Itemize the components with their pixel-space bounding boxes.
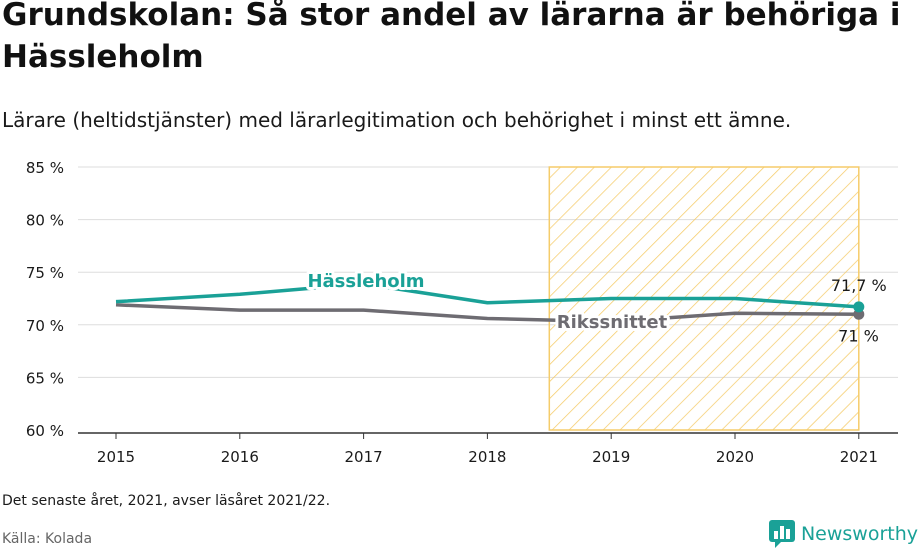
x-tick-label: 2017: [345, 448, 383, 466]
y-tick-label: 65 %: [26, 369, 64, 387]
line-chart: 60 % 65 % 70 % 75 % 80 % 85 % 2015 2016 2017 2018…: [26, 159, 898, 466]
x-tick-label: 2019: [592, 448, 630, 466]
chart-title: Grundskolan: Så stor andel av lärarna är…: [2, 0, 901, 75]
end-label-rikssnittet: 71 %: [838, 326, 879, 345]
y-tick-label: 70 %: [26, 317, 64, 335]
series-label-hassleholm: Hässleholm: [307, 271, 424, 292]
newsworthy-chart-icon: [768, 520, 795, 548]
footnote: Det senaste året, 2021, avser läsåret 20…: [2, 493, 331, 509]
y-tick-label: 85 %: [26, 159, 64, 177]
x-tick-label: 2021: [840, 448, 878, 466]
end-label-hassleholm: 71,7 %: [831, 276, 887, 295]
series-label-rikssnittet-halo: Rikssnittet: [557, 312, 668, 333]
series-line-rikssnittet: [115, 303, 859, 324]
y-tick-label: 75 %: [26, 264, 64, 282]
x-tick-label: 2018: [468, 448, 506, 466]
end-point-hassleholm: [853, 301, 865, 313]
series-label-hassleholm-halo: Hässleholm: [307, 271, 424, 292]
x-tick-label: 2015: [97, 448, 135, 466]
source-label: Källa: Kolada: [2, 531, 93, 547]
series-line-hassleholm: [115, 282, 859, 309]
y-tick-label: 60 %: [26, 422, 64, 440]
x-tick-label: 2020: [716, 448, 754, 466]
y-tick-label: 80 %: [26, 212, 64, 230]
chart-subtitle: Lärare (heltidstjänster) med lärarlegiti…: [2, 108, 792, 132]
x-tick-label: 2016: [221, 448, 259, 466]
brand-name: Newsworthy: [800, 523, 918, 545]
newsworthy-logo: Newsworthy: [768, 520, 918, 548]
series-label-rikssnittet: Rikssnittet: [557, 312, 668, 333]
